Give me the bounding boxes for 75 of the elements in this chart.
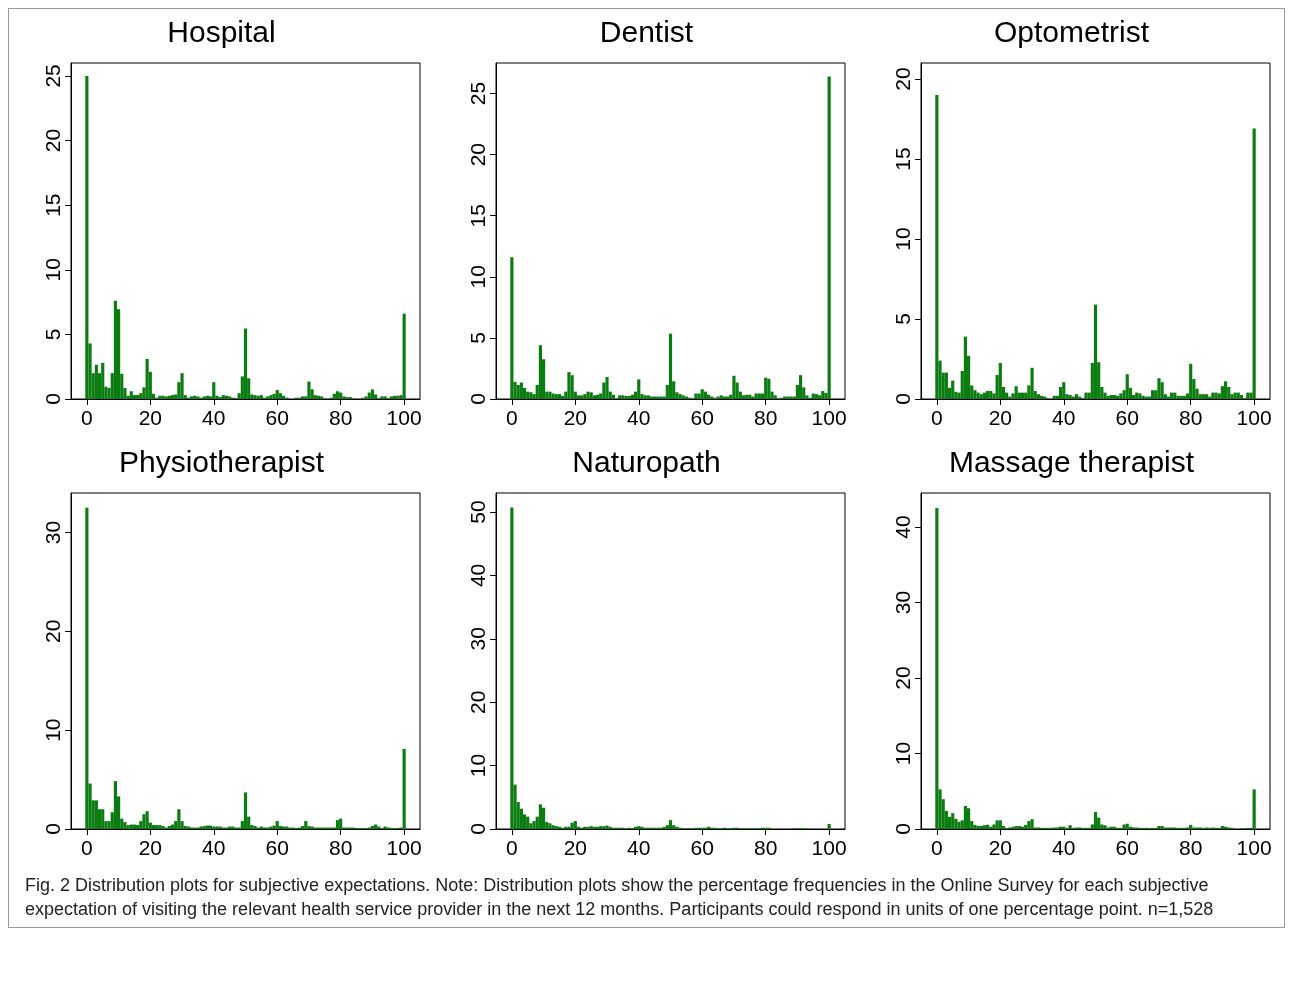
chart-title: Optometrist	[993, 14, 1150, 48]
y-tick-label: 10	[891, 227, 914, 251]
y-tick-label: 20	[891, 666, 914, 690]
x-tick-label: 40	[627, 836, 651, 859]
x-tick-label: 60	[265, 406, 289, 429]
y-tick-label: 20	[41, 128, 64, 153]
x-tick-label: 60	[690, 836, 714, 859]
y-tick-label: 25	[466, 81, 489, 106]
y-tick-label: 50	[466, 500, 489, 524]
y-tick-label: 0	[466, 823, 489, 835]
y-tick-label: 20	[466, 690, 489, 714]
x-tick-label: 0	[81, 836, 93, 859]
y-tick-label: 20	[41, 619, 64, 644]
y-tick-label: 0	[466, 393, 489, 405]
x-tick-label: 0	[931, 406, 943, 429]
x-tick-label: 100	[1236, 836, 1272, 859]
chart-title: Dentist	[599, 14, 694, 48]
chart-title: Massage therapist	[948, 444, 1195, 478]
x-tick-label: 80	[754, 406, 778, 429]
x-tick-label: 80	[1179, 836, 1203, 859]
x-tick-label: 60	[1115, 836, 1139, 859]
y-tick-label: 10	[466, 753, 489, 778]
y-tick-label: 5	[891, 313, 914, 325]
caption: Fig. 2 Distribution plots for subjective expectations. Note: Distribution plots show the percentage frequencies in the Online Survey for each subjective expectation of visiting the relevant health service provider in the next 12 months. Participants could respond in units of one percentage point. n=1,528	[24, 874, 1215, 921]
y-tick-label: 40	[466, 563, 489, 588]
x-tick-label: 80	[329, 406, 353, 429]
x-tick-label: 80	[754, 836, 778, 859]
y-tick-label: 5	[466, 332, 489, 344]
x-tick-label: 80	[329, 836, 353, 859]
x-tick-label: 20	[563, 836, 587, 859]
y-tick-label: 15	[891, 147, 914, 171]
y-tick-label: 15	[466, 204, 489, 228]
x-tick-label: 20	[563, 406, 587, 429]
y-tick-label: 15	[41, 193, 64, 217]
y-tick-label: 20	[466, 142, 489, 167]
x-tick-label: 100	[386, 836, 422, 859]
x-tick-label: 0	[506, 406, 518, 429]
x-tick-label: 40	[202, 406, 226, 429]
x-tick-label: 60	[1115, 406, 1139, 429]
y-tick-label: 0	[891, 823, 914, 835]
y-tick-label: 0	[41, 393, 64, 405]
x-tick-label: 100	[811, 406, 847, 429]
chart-title: Physiotherapist	[118, 444, 325, 478]
y-tick-label: 0	[891, 393, 914, 405]
y-tick-label: 10	[466, 265, 489, 289]
y-tick-label: 10	[41, 258, 64, 282]
x-tick-label: 100	[386, 406, 422, 429]
x-tick-label: 0	[931, 836, 943, 859]
x-tick-label: 100	[811, 836, 847, 859]
x-tick-label: 40	[1052, 406, 1076, 429]
x-tick-label: 60	[265, 836, 289, 859]
y-tick-label: 10	[891, 741, 914, 766]
y-tick-label: 30	[41, 520, 64, 545]
x-tick-label: 40	[1052, 836, 1076, 859]
chart-title: Hospital	[167, 14, 276, 48]
x-tick-label: 100	[1236, 406, 1272, 429]
x-tick-label: 40	[202, 836, 226, 859]
y-tick-label: 20	[891, 67, 914, 91]
y-tick-label: 40	[891, 515, 914, 539]
x-tick-label: 0	[506, 836, 518, 859]
y-tick-label: 5	[41, 328, 64, 341]
x-tick-label: 0	[81, 406, 93, 429]
chart-title: Naturopath	[572, 444, 721, 478]
y-tick-label: 25	[41, 64, 64, 88]
y-tick-label: 30	[891, 590, 914, 615]
x-tick-label: 20	[988, 406, 1012, 429]
x-tick-label: 20	[988, 836, 1012, 859]
y-tick-label: 0	[41, 823, 64, 835]
y-tick-label: 30	[466, 627, 489, 651]
y-tick-label: 10	[41, 718, 64, 742]
x-tick-label: 60	[690, 406, 714, 429]
x-tick-label: 40	[627, 406, 651, 429]
x-tick-label: 20	[138, 406, 162, 429]
x-tick-label: 80	[1179, 406, 1203, 429]
x-tick-label: 20	[138, 836, 162, 859]
